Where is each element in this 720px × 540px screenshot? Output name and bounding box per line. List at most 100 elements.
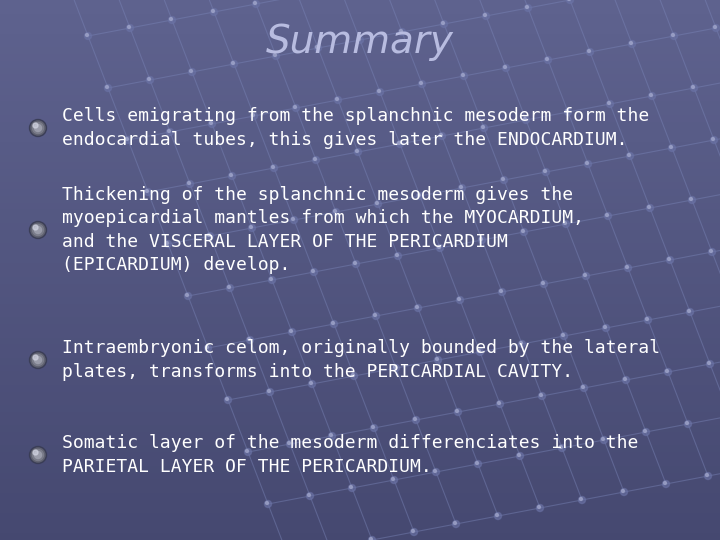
Bar: [0, 338, 720, 345]
Circle shape: [418, 80, 426, 87]
Circle shape: [706, 474, 708, 476]
Bar: [0, 115, 720, 122]
Circle shape: [668, 145, 675, 152]
Circle shape: [686, 308, 693, 315]
Circle shape: [416, 192, 423, 199]
Circle shape: [415, 306, 418, 308]
Circle shape: [230, 60, 238, 68]
Circle shape: [688, 197, 696, 204]
Circle shape: [398, 29, 405, 36]
Circle shape: [205, 346, 209, 348]
Circle shape: [520, 341, 523, 345]
Circle shape: [86, 33, 89, 37]
Circle shape: [580, 497, 582, 501]
Circle shape: [32, 225, 43, 235]
Circle shape: [410, 529, 418, 536]
Circle shape: [420, 82, 423, 84]
Circle shape: [546, 57, 549, 60]
Circle shape: [623, 376, 629, 383]
Circle shape: [413, 417, 416, 421]
Circle shape: [436, 245, 444, 252]
Bar: [0, 418, 720, 426]
Circle shape: [310, 381, 312, 384]
Circle shape: [477, 348, 484, 355]
Circle shape: [644, 429, 647, 433]
Circle shape: [441, 21, 448, 28]
Circle shape: [253, 2, 256, 4]
Circle shape: [665, 369, 668, 373]
Circle shape: [667, 258, 670, 260]
Bar: [0, 237, 720, 243]
Circle shape: [333, 210, 336, 213]
Circle shape: [394, 366, 397, 368]
Circle shape: [562, 220, 570, 227]
Circle shape: [606, 213, 608, 217]
Circle shape: [30, 119, 47, 137]
Circle shape: [374, 314, 377, 316]
Circle shape: [562, 334, 564, 336]
Circle shape: [580, 384, 588, 391]
Circle shape: [212, 10, 215, 12]
Circle shape: [369, 537, 372, 540]
Circle shape: [646, 318, 649, 321]
Circle shape: [371, 424, 377, 431]
Circle shape: [395, 253, 398, 256]
Bar: [0, 446, 720, 453]
Circle shape: [433, 469, 439, 476]
Circle shape: [433, 469, 436, 472]
Circle shape: [209, 120, 215, 127]
Circle shape: [685, 421, 691, 428]
Circle shape: [536, 504, 544, 511]
Circle shape: [30, 447, 47, 463]
Circle shape: [462, 73, 464, 77]
Bar: [0, 372, 720, 378]
Circle shape: [670, 32, 678, 39]
Circle shape: [104, 84, 112, 91]
Circle shape: [708, 361, 711, 365]
Circle shape: [392, 364, 400, 372]
Circle shape: [353, 260, 359, 267]
Circle shape: [564, 109, 572, 116]
Circle shape: [585, 161, 588, 165]
Bar: [0, 94, 720, 102]
Bar: [0, 310, 720, 317]
Circle shape: [498, 402, 500, 404]
Circle shape: [649, 93, 652, 97]
Circle shape: [290, 217, 297, 224]
Circle shape: [228, 286, 230, 288]
Bar: [0, 297, 720, 303]
Circle shape: [187, 181, 191, 185]
Circle shape: [33, 450, 38, 455]
Circle shape: [369, 537, 376, 540]
Bar: [0, 20, 720, 27]
Circle shape: [588, 50, 590, 52]
Circle shape: [392, 477, 395, 481]
Bar: [0, 74, 720, 81]
Circle shape: [186, 294, 189, 296]
Circle shape: [457, 298, 461, 300]
Circle shape: [544, 57, 552, 64]
Circle shape: [434, 356, 441, 363]
Bar: [0, 534, 720, 540]
Circle shape: [146, 77, 153, 84]
Circle shape: [538, 505, 541, 509]
Bar: [0, 486, 720, 492]
Circle shape: [621, 489, 628, 496]
Circle shape: [690, 198, 693, 200]
Bar: [0, 189, 720, 195]
Bar: [0, 303, 720, 310]
Circle shape: [166, 129, 174, 136]
Circle shape: [168, 130, 171, 132]
Bar: [0, 472, 720, 480]
Bar: [0, 330, 720, 338]
Circle shape: [354, 148, 361, 156]
Bar: [0, 40, 720, 47]
Bar: [0, 263, 720, 270]
Circle shape: [439, 133, 443, 137]
Circle shape: [565, 110, 569, 112]
Bar: [0, 426, 720, 432]
Bar: [0, 209, 720, 216]
Circle shape: [688, 309, 690, 313]
Circle shape: [207, 233, 210, 237]
Bar: [0, 14, 720, 20]
